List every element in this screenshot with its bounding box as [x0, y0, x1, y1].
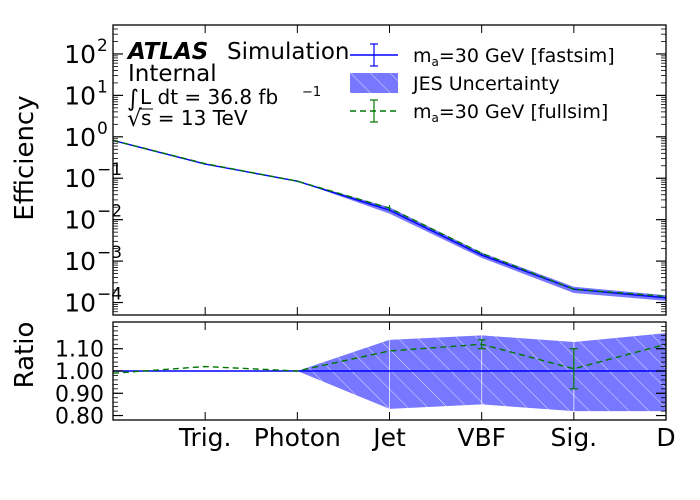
- x-category-label: Jet: [371, 423, 406, 452]
- fullsim-point: [296, 180, 299, 183]
- main-y-axis-label: Efficiency: [10, 95, 40, 220]
- fullsim-point: [572, 288, 575, 291]
- main-y-tick-exponent: −2: [97, 202, 122, 222]
- internal-label: Internal: [128, 61, 217, 87]
- ratio-y-tick-label: 1.10: [55, 338, 104, 363]
- main-y-tick-label: 10: [64, 289, 96, 318]
- x-category-label: Trig.: [178, 423, 232, 452]
- x-category-label: Sig.: [551, 423, 598, 452]
- legend-fastsim-label: ma=30 GeV [fastsim]: [413, 45, 615, 69]
- ratio-y-axis: 1.101.000.900.80: [55, 326, 666, 430]
- ratio-x-axis: Trig. Photon Jet VBF Sig. D: [112, 322, 676, 452]
- main-y-tick-exponent: 0: [97, 119, 108, 139]
- lumi-label: L dt = 36.8 fb: [140, 85, 278, 109]
- main-y-tick-label: 10: [64, 206, 96, 235]
- x-category-label: VBF: [457, 423, 506, 452]
- energy-label: s = 13 TeV: [141, 106, 248, 130]
- lumi-exponent: −1: [302, 85, 321, 100]
- fastsim-point: [480, 254, 483, 256]
- legend-fullsim-label: ma=30 GeV [fullsim]: [413, 101, 608, 125]
- main-jes-band-fill: [113, 140, 666, 301]
- main-y-tick-exponent: −1: [97, 160, 122, 180]
- main-series-lines: [113, 139, 666, 299]
- main-y-tick-label: 10: [64, 40, 96, 69]
- legend-entry-jes: JES Uncertainty: [350, 73, 560, 95]
- main-y-tick-label: 10: [64, 123, 96, 152]
- integral-sign: ∫: [127, 86, 139, 112]
- x-category-label: Photon: [254, 423, 341, 452]
- ratio-series-lines: [113, 339, 666, 390]
- x-category-label: D: [656, 423, 675, 452]
- atlas-label: ATLAS Simulation Internal ∫ L dt = 36.8 …: [126, 39, 350, 132]
- main-y-tick-exponent: −4: [97, 285, 122, 305]
- sqrt-sign: √: [127, 106, 142, 132]
- main-x-ticks: [112, 25, 667, 315]
- ratio-y-tick-label: 1.00: [55, 360, 104, 385]
- legend: ma=30 GeV [fastsim] JES Uncertainty ma=3…: [350, 43, 615, 125]
- fullsim-point: [204, 162, 207, 165]
- ratio-y-tick-label: 0.80: [55, 405, 104, 430]
- ratio-fullsim-line: [113, 343, 666, 374]
- ratio-y-tick-label: 0.90: [55, 382, 104, 407]
- jes-uncertainty-band: [113, 140, 666, 301]
- fastsim-line: [113, 139, 666, 299]
- ratio-panel: 1.101.000.900.80 Trig. Photon Jet VBF Sig. D …: [10, 321, 676, 452]
- main-y-tick-exponent: 1: [97, 77, 108, 97]
- main-y-tick-exponent: 2: [97, 36, 108, 56]
- main-y-tick-label: 10: [64, 164, 96, 193]
- main-y-tick-exponent: −3: [97, 243, 122, 263]
- fullsim-line: [113, 139, 666, 298]
- legend-entry-fastsim: ma=30 GeV [fastsim]: [350, 43, 615, 69]
- legend-jes-label: JES Uncertainty: [412, 73, 560, 95]
- simulation-label: Simulation: [227, 39, 350, 65]
- ratio-y-axis-label: Ratio: [10, 322, 40, 389]
- main-y-tick-label: 10: [64, 81, 96, 110]
- fullsim-point: [480, 252, 483, 255]
- legend-entry-fullsim: ma=30 GeV [fullsim]: [350, 99, 608, 125]
- atlas-logo-text: ATLAS: [126, 39, 208, 65]
- main-y-tick-label: 10: [64, 247, 96, 276]
